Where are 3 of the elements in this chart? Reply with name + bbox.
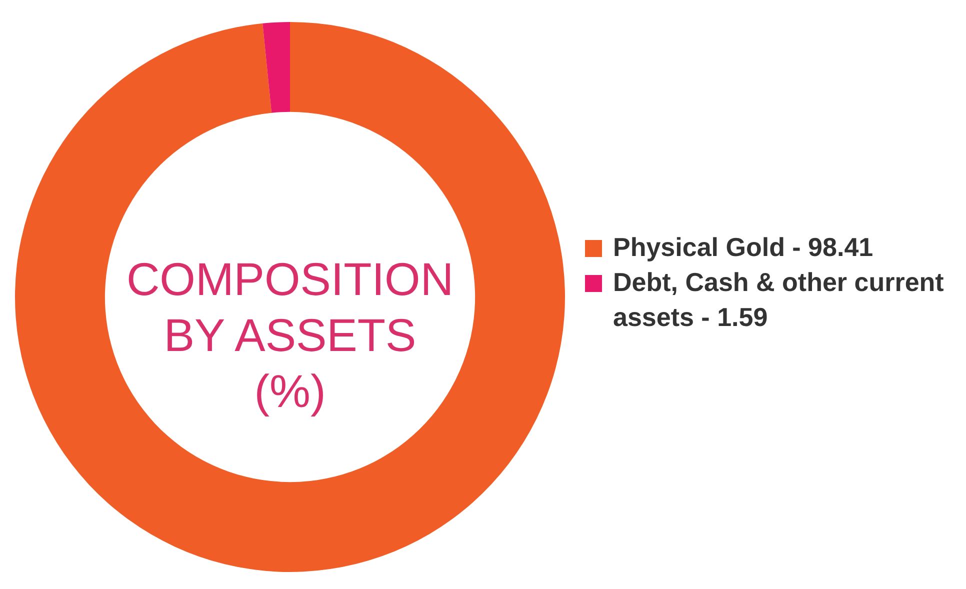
legend-label: Debt, Cash & other current assets - 1.59 — [613, 266, 945, 334]
legend-label: Physical Gold - 98.41 — [613, 231, 874, 264]
text: COMPOSITION BY ASSETS (%) — [125, 252, 455, 419]
